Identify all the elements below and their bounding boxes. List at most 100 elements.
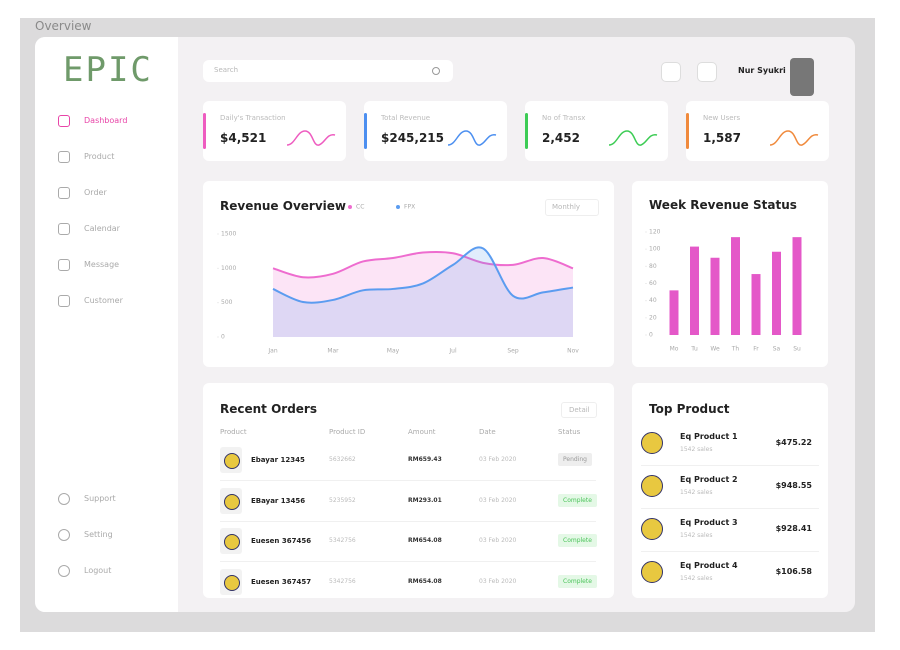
revenue-panel: Revenue Overview Monthly 0 500 1000 1500 Jan… xyxy=(203,181,614,367)
order-product: Euesen 367456 xyxy=(251,537,312,545)
x-tick-label: Th xyxy=(731,346,740,353)
nav-label[interactable]: Setting xyxy=(84,530,113,539)
y-tick-label: 120 xyxy=(649,229,661,236)
product-logo xyxy=(224,453,240,469)
legend-dot xyxy=(348,205,352,209)
order-amount: RM654.08 xyxy=(408,537,442,544)
avatar[interactable] xyxy=(790,58,814,96)
order-id: 5342756 xyxy=(329,577,356,585)
product-name: Eq Product 4 xyxy=(680,561,738,570)
nav-icon[interactable] xyxy=(58,187,70,199)
sparkline-path xyxy=(608,130,658,146)
stat-card: Daily's Transaction $4,521 xyxy=(203,101,346,161)
product-logo xyxy=(641,475,663,497)
sparkline-path xyxy=(286,130,336,146)
stat-label: Total Revenue xyxy=(381,114,431,122)
row-divider xyxy=(220,480,596,481)
x-tick-label: Jan xyxy=(267,348,277,355)
y-tick-label: 40 xyxy=(649,297,657,304)
product-logo xyxy=(224,493,240,510)
order-date: 03 Feb 2020 xyxy=(479,496,517,504)
product-logo xyxy=(641,561,663,583)
bar xyxy=(669,290,679,335)
week-title: Week Revenue Status xyxy=(649,198,797,212)
chat-icon[interactable] xyxy=(661,62,681,82)
nav-label[interactable]: Logout xyxy=(84,566,112,575)
bar xyxy=(792,237,802,335)
nav-icon[interactable] xyxy=(58,115,70,127)
stat-accent xyxy=(686,113,689,149)
sparkline xyxy=(608,130,658,146)
nav-label[interactable]: Support xyxy=(84,494,116,503)
week-chart: 0 20 40 60 80 100 120 Mo Tu We Th Fr Sa Su xyxy=(645,229,802,353)
x-tick-label: Sep xyxy=(507,348,519,355)
product-logo xyxy=(641,432,663,454)
stat-value: 2,452 xyxy=(542,131,580,145)
row-divider xyxy=(641,465,819,466)
sparkline xyxy=(286,130,336,146)
nav-icon[interactable] xyxy=(58,223,70,235)
y-tick-label: 0 xyxy=(221,334,225,341)
product-logo xyxy=(641,518,663,540)
stat-label: No of Transx xyxy=(542,114,586,122)
order-status: Complete xyxy=(558,534,597,547)
product-price: $106.58 xyxy=(775,567,812,576)
order-id: 5235952 xyxy=(329,496,356,504)
x-tick-label: Tu xyxy=(690,346,698,353)
y-tick-label: 60 xyxy=(649,280,657,287)
order-date: 03 Feb 2020 xyxy=(479,456,517,463)
product-sales: 1542 sales xyxy=(680,446,713,453)
legend-label: CC xyxy=(356,204,364,211)
bar xyxy=(690,246,699,335)
product-price: $475.22 xyxy=(775,438,812,447)
nav-label[interactable]: Dashboard xyxy=(84,116,128,125)
order-status: Complete xyxy=(558,574,597,588)
detail-button[interactable]: Detail xyxy=(561,402,597,418)
sparkline xyxy=(769,130,819,146)
product-sales: 1542 sales xyxy=(680,532,713,539)
column-header: Status xyxy=(558,428,581,436)
y-tick-label: 20 xyxy=(649,314,657,321)
product-price: $928.41 xyxy=(775,524,812,533)
search-box[interactable]: Search xyxy=(203,60,453,82)
order-amount: RM293.01 xyxy=(408,496,442,504)
sparkline-path xyxy=(769,130,819,146)
bell-icon[interactable] xyxy=(697,62,717,82)
sparkline xyxy=(447,130,497,146)
legend-label: FPX xyxy=(404,204,415,211)
row-divider xyxy=(220,520,596,522)
nav-label[interactable]: Calendar xyxy=(84,224,120,233)
product-name: Eq Product 3 xyxy=(680,518,738,527)
orders-panel: Recent Orders Detail Product Product ID Am… xyxy=(203,383,614,598)
row-divider xyxy=(641,508,819,509)
y-tick-label: 1500 xyxy=(221,231,236,238)
stat-accent xyxy=(364,113,367,149)
stat-accent xyxy=(525,113,528,149)
x-tick-label: Su xyxy=(793,346,801,353)
filter-dropdown[interactable]: Monthly xyxy=(545,199,599,216)
x-tick-label: Fr xyxy=(753,346,759,353)
order-date: 03 Feb 2020 xyxy=(479,577,517,585)
nav-icon[interactable] xyxy=(58,151,70,163)
stat-card: New Users 1,587 xyxy=(686,101,829,161)
product-name: Eq Product 1 xyxy=(680,432,738,441)
bar xyxy=(751,274,761,335)
nav-label[interactable]: Message xyxy=(84,260,120,269)
x-tick-label: We xyxy=(710,346,720,353)
nav-icon[interactable] xyxy=(58,565,70,577)
nav-icon[interactable] xyxy=(58,529,70,541)
nav-label[interactable]: Order xyxy=(84,188,107,197)
nav-icon[interactable] xyxy=(58,295,70,307)
column-header: Product xyxy=(220,428,247,436)
search-icon xyxy=(432,67,440,75)
nav-label[interactable]: Product xyxy=(84,152,115,161)
order-product: Ebayar 12345 xyxy=(251,456,305,464)
nav-label[interactable]: Customer xyxy=(84,296,123,305)
nav-icon[interactable] xyxy=(58,493,70,505)
user-name: Nur Syukri xyxy=(738,66,786,75)
line xyxy=(272,246,574,304)
column-header: Date xyxy=(479,428,496,436)
nav-icon[interactable] xyxy=(58,259,70,271)
sidebar xyxy=(35,37,178,612)
column-header: Product ID xyxy=(329,428,366,436)
